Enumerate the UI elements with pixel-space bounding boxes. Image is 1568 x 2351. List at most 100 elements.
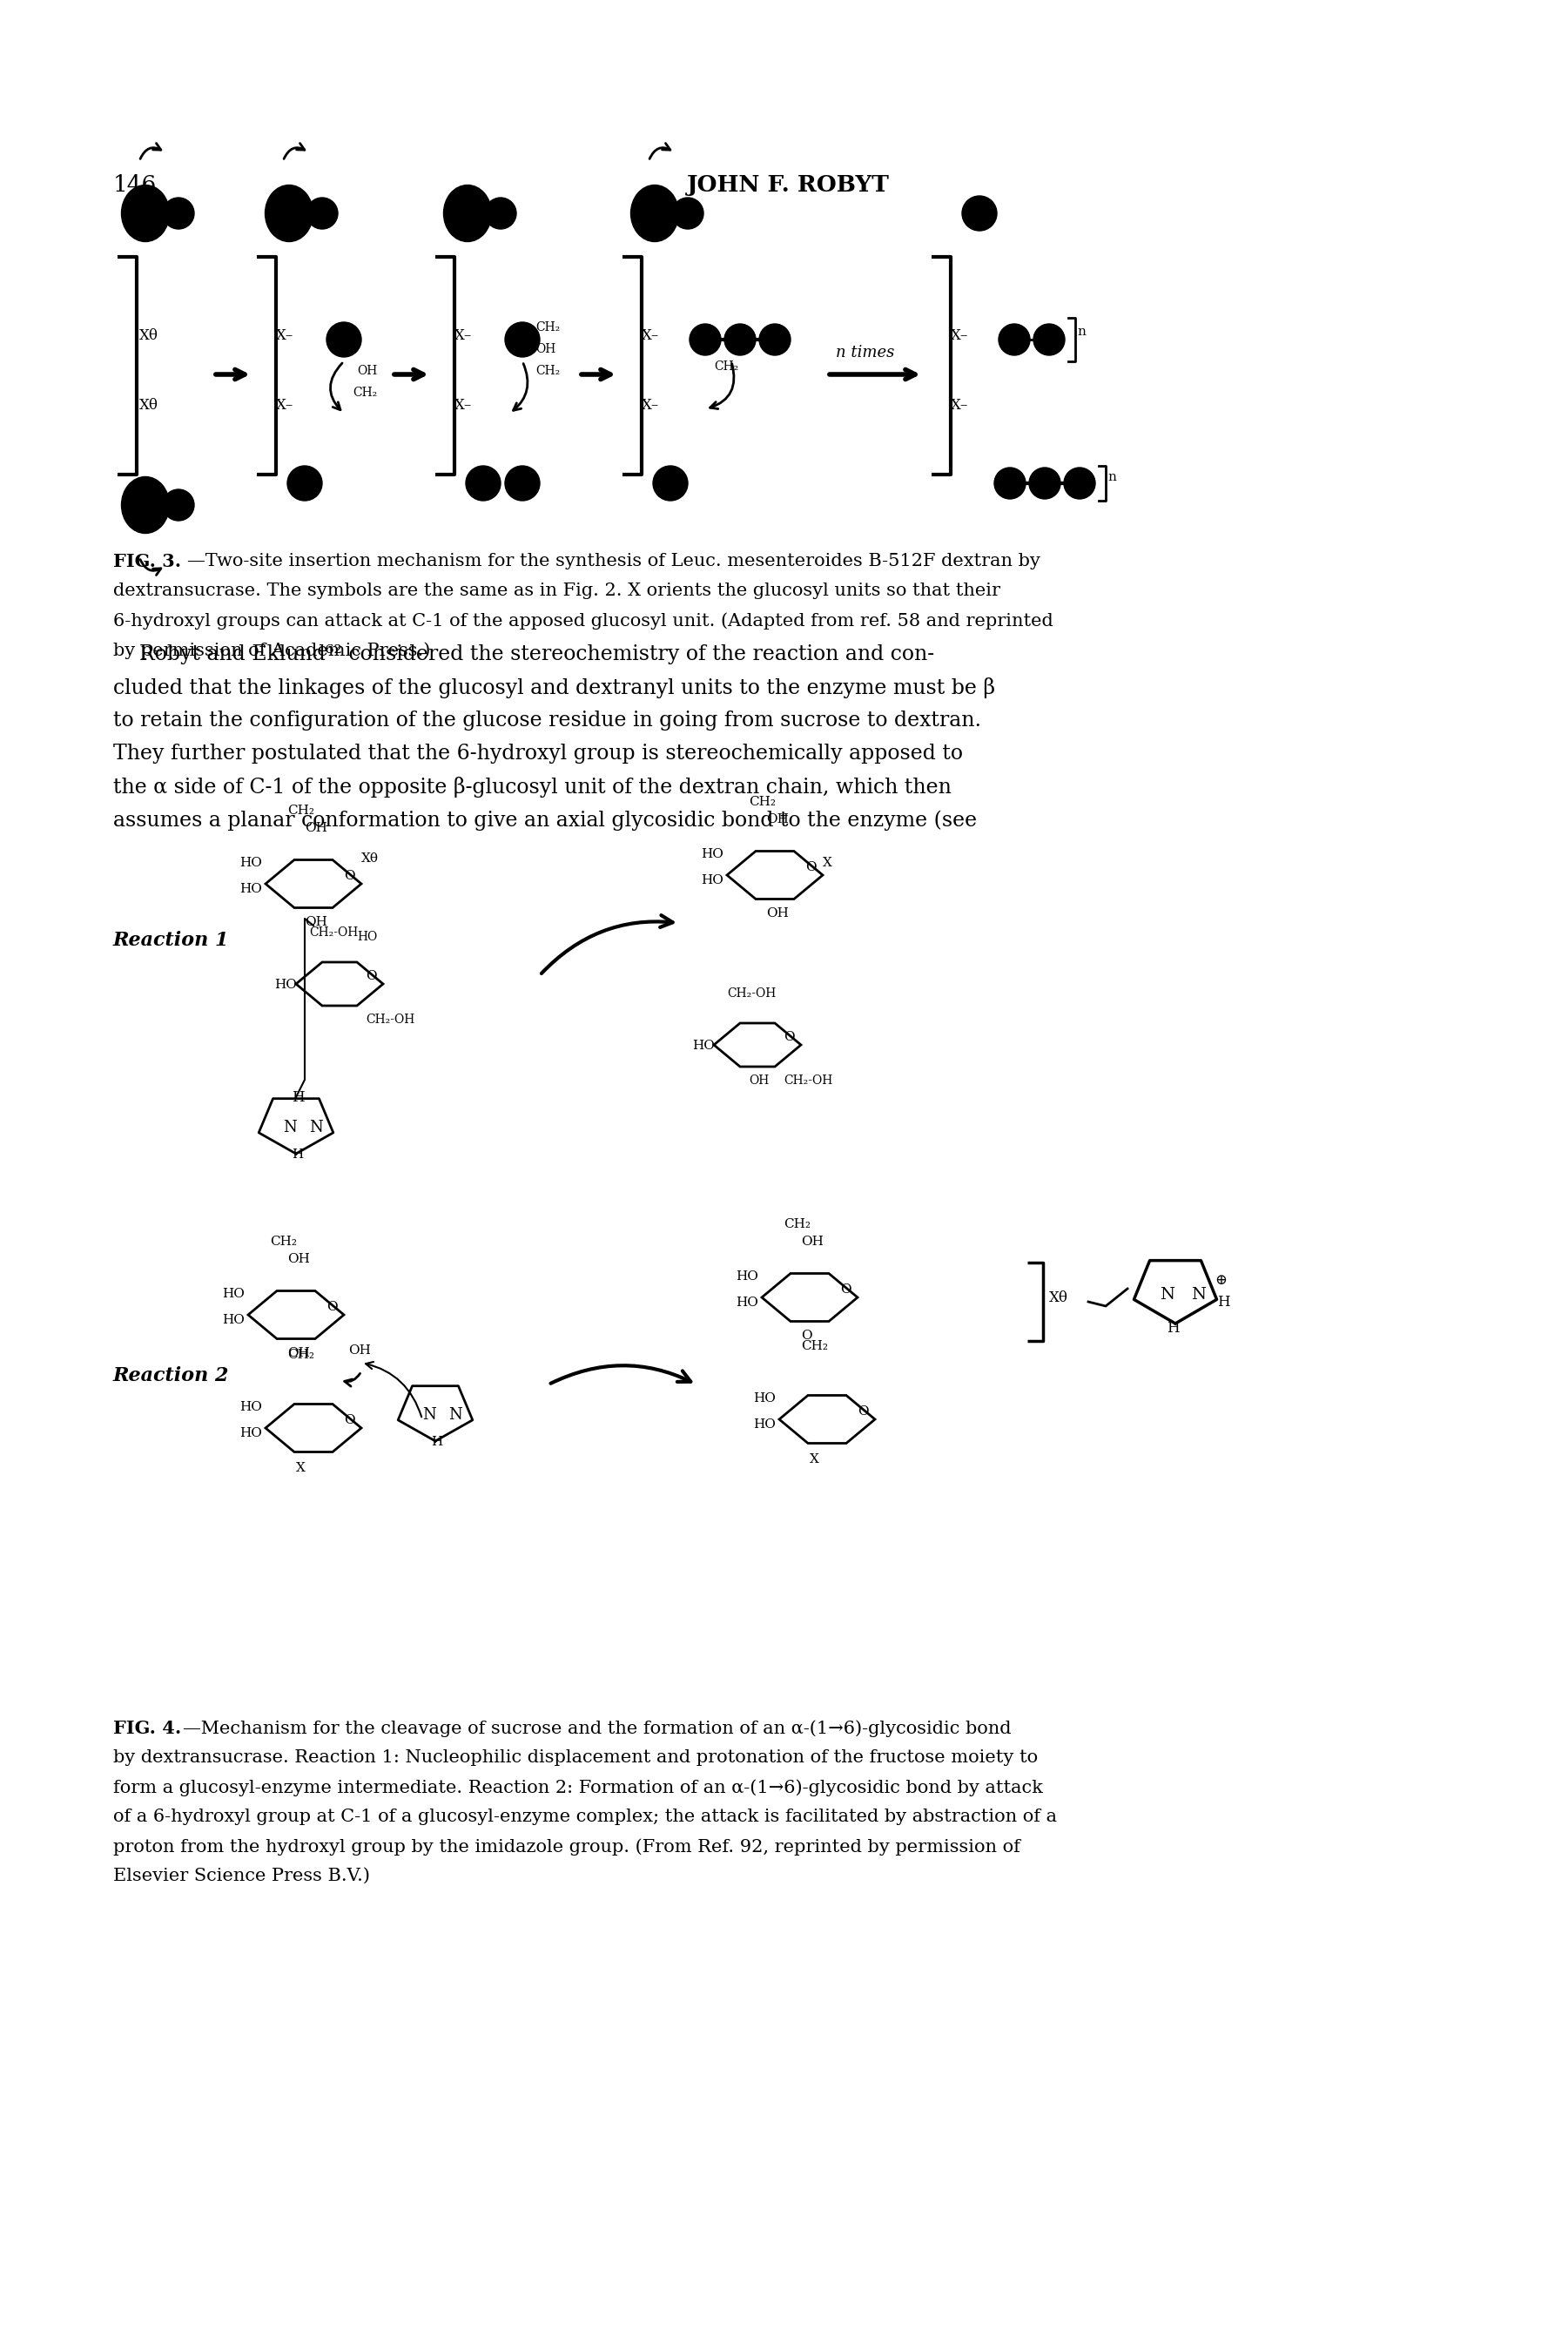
Text: HO: HO	[735, 1270, 759, 1284]
Circle shape	[690, 324, 721, 355]
Text: CH₂-OH: CH₂-OH	[728, 987, 776, 999]
Text: OH: OH	[358, 364, 378, 376]
Text: Reaction 1: Reaction 1	[113, 931, 229, 950]
Text: X–: X–	[641, 329, 659, 343]
Text: CH₂: CH₂	[535, 322, 560, 334]
Text: HO: HO	[240, 856, 262, 870]
Text: OH: OH	[287, 1347, 310, 1359]
Circle shape	[326, 322, 361, 357]
Text: OH: OH	[304, 917, 328, 929]
Text: N: N	[448, 1408, 463, 1422]
Text: O: O	[784, 1032, 795, 1044]
Circle shape	[652, 465, 688, 501]
Text: H: H	[1217, 1295, 1229, 1310]
Text: by dextransucrase. Reaction 1: Nucleophilic displacement and protonation of the : by dextransucrase. Reaction 1: Nucleophi…	[113, 1749, 1038, 1766]
Text: H: H	[431, 1436, 442, 1448]
Text: N: N	[282, 1119, 296, 1136]
Circle shape	[163, 197, 194, 228]
Text: assumes a planar conformation to give an axial glycosidic bond to the enzyme (se: assumes a planar conformation to give an…	[113, 809, 977, 830]
Text: —Mechanism for the cleavage of sucrose and the formation of an α-(1→6)-glycosidi: —Mechanism for the cleavage of sucrose a…	[183, 1719, 1011, 1737]
Circle shape	[999, 324, 1030, 355]
Text: OH: OH	[750, 1074, 768, 1086]
Text: CH₂: CH₂	[535, 364, 560, 376]
Text: OH: OH	[801, 1237, 823, 1248]
Text: HO: HO	[358, 931, 378, 943]
Text: CH₂-OH: CH₂-OH	[365, 1013, 414, 1025]
Text: CH₂: CH₂	[287, 1349, 314, 1361]
Ellipse shape	[265, 186, 314, 242]
Text: HO: HO	[223, 1314, 245, 1326]
Circle shape	[287, 465, 321, 501]
Text: H: H	[292, 1150, 303, 1161]
Text: proton from the hydroxyl group by the imidazole group. (From Ref. 92, reprinted : proton from the hydroxyl group by the im…	[113, 1838, 1021, 1855]
Text: CH₂: CH₂	[270, 1237, 296, 1248]
Text: X–: X–	[455, 329, 472, 343]
Text: HO: HO	[274, 978, 296, 990]
Circle shape	[963, 195, 997, 230]
Text: Robyt and Eklund⁶² considered the stereochemistry of the reaction and con-: Robyt and Eklund⁶² considered the stereo…	[113, 644, 935, 665]
Circle shape	[994, 468, 1025, 498]
Circle shape	[466, 465, 500, 501]
Circle shape	[163, 489, 194, 520]
Circle shape	[724, 324, 756, 355]
Text: O: O	[801, 1331, 812, 1342]
Text: O: O	[365, 971, 376, 983]
Text: 6-hydroxyl groups can attack at C-1 of the apposed glucosyl unit. (Adapted from : 6-hydroxyl groups can attack at C-1 of t…	[113, 611, 1054, 630]
Text: 146: 146	[113, 174, 157, 195]
Text: N: N	[1192, 1286, 1206, 1302]
Text: OH: OH	[767, 907, 789, 919]
Text: H: H	[1167, 1321, 1179, 1335]
Text: HO: HO	[701, 875, 723, 886]
Circle shape	[759, 324, 790, 355]
Text: They further postulated that the 6-hydroxyl group is stereochemically apposed to: They further postulated that the 6-hydro…	[113, 743, 963, 764]
Text: HO: HO	[240, 1427, 262, 1439]
Ellipse shape	[121, 186, 169, 242]
Text: N: N	[309, 1119, 323, 1136]
Text: X: X	[823, 856, 833, 870]
Text: O: O	[343, 1413, 354, 1427]
Text: n: n	[1107, 470, 1116, 484]
Text: OH: OH	[767, 813, 789, 825]
Text: O: O	[326, 1300, 337, 1314]
Text: HO: HO	[223, 1288, 245, 1300]
Text: form a glucosyl-enzyme intermediate. Reaction 2: Formation of an α-(1→6)-glycosi: form a glucosyl-enzyme intermediate. Rea…	[113, 1780, 1043, 1796]
Text: CH₂: CH₂	[353, 386, 378, 400]
Text: OH: OH	[348, 1345, 370, 1357]
Circle shape	[1065, 468, 1096, 498]
Circle shape	[1033, 324, 1065, 355]
Text: dextransucrase. The symbols are the same as in Fig. 2. X orients the glucosyl un: dextransucrase. The symbols are the same…	[113, 583, 1000, 600]
Text: O: O	[858, 1406, 869, 1418]
Text: FIG. 3.: FIG. 3.	[113, 552, 182, 571]
Text: H: H	[292, 1091, 304, 1105]
Circle shape	[505, 322, 539, 357]
Text: CH₂: CH₂	[713, 360, 739, 374]
Text: X–: X–	[950, 397, 969, 414]
Text: FIG. 4.: FIG. 4.	[113, 1719, 182, 1737]
Text: CH₂: CH₂	[801, 1340, 828, 1352]
Text: Xθ: Xθ	[1049, 1291, 1068, 1305]
Text: CH₂: CH₂	[750, 797, 776, 809]
Text: Xθ: Xθ	[140, 397, 158, 414]
Circle shape	[1029, 468, 1060, 498]
Circle shape	[505, 465, 539, 501]
Text: HO: HO	[735, 1295, 759, 1310]
Text: CH₂: CH₂	[287, 804, 314, 816]
Text: of a 6-hydroxyl group at C-1 of a glucosyl-enzyme complex; the attack is facilit: of a 6-hydroxyl group at C-1 of a glucos…	[113, 1808, 1057, 1824]
Text: CH₂: CH₂	[784, 1218, 811, 1230]
Text: the α side of C-1 of the opposite β-glucosyl unit of the dextran chain, which th: the α side of C-1 of the opposite β-gluc…	[113, 776, 952, 797]
Ellipse shape	[444, 186, 491, 242]
Text: HO: HO	[753, 1392, 776, 1404]
Text: X–: X–	[276, 397, 293, 414]
Text: OH: OH	[287, 1253, 310, 1265]
Text: to retain the configuration of the glucose residue in going from sucrose to dext: to retain the configuration of the gluco…	[113, 710, 982, 731]
Text: OH: OH	[304, 823, 328, 835]
Text: HO: HO	[240, 1401, 262, 1413]
Circle shape	[673, 197, 704, 228]
Circle shape	[485, 197, 516, 228]
Text: JOHN F. ROBYT: JOHN F. ROBYT	[687, 174, 889, 195]
Text: N: N	[422, 1408, 436, 1422]
Text: OH: OH	[535, 343, 555, 355]
Text: X: X	[809, 1453, 818, 1465]
Text: Xθ: Xθ	[140, 329, 158, 343]
Text: Reaction 2: Reaction 2	[113, 1366, 229, 1385]
